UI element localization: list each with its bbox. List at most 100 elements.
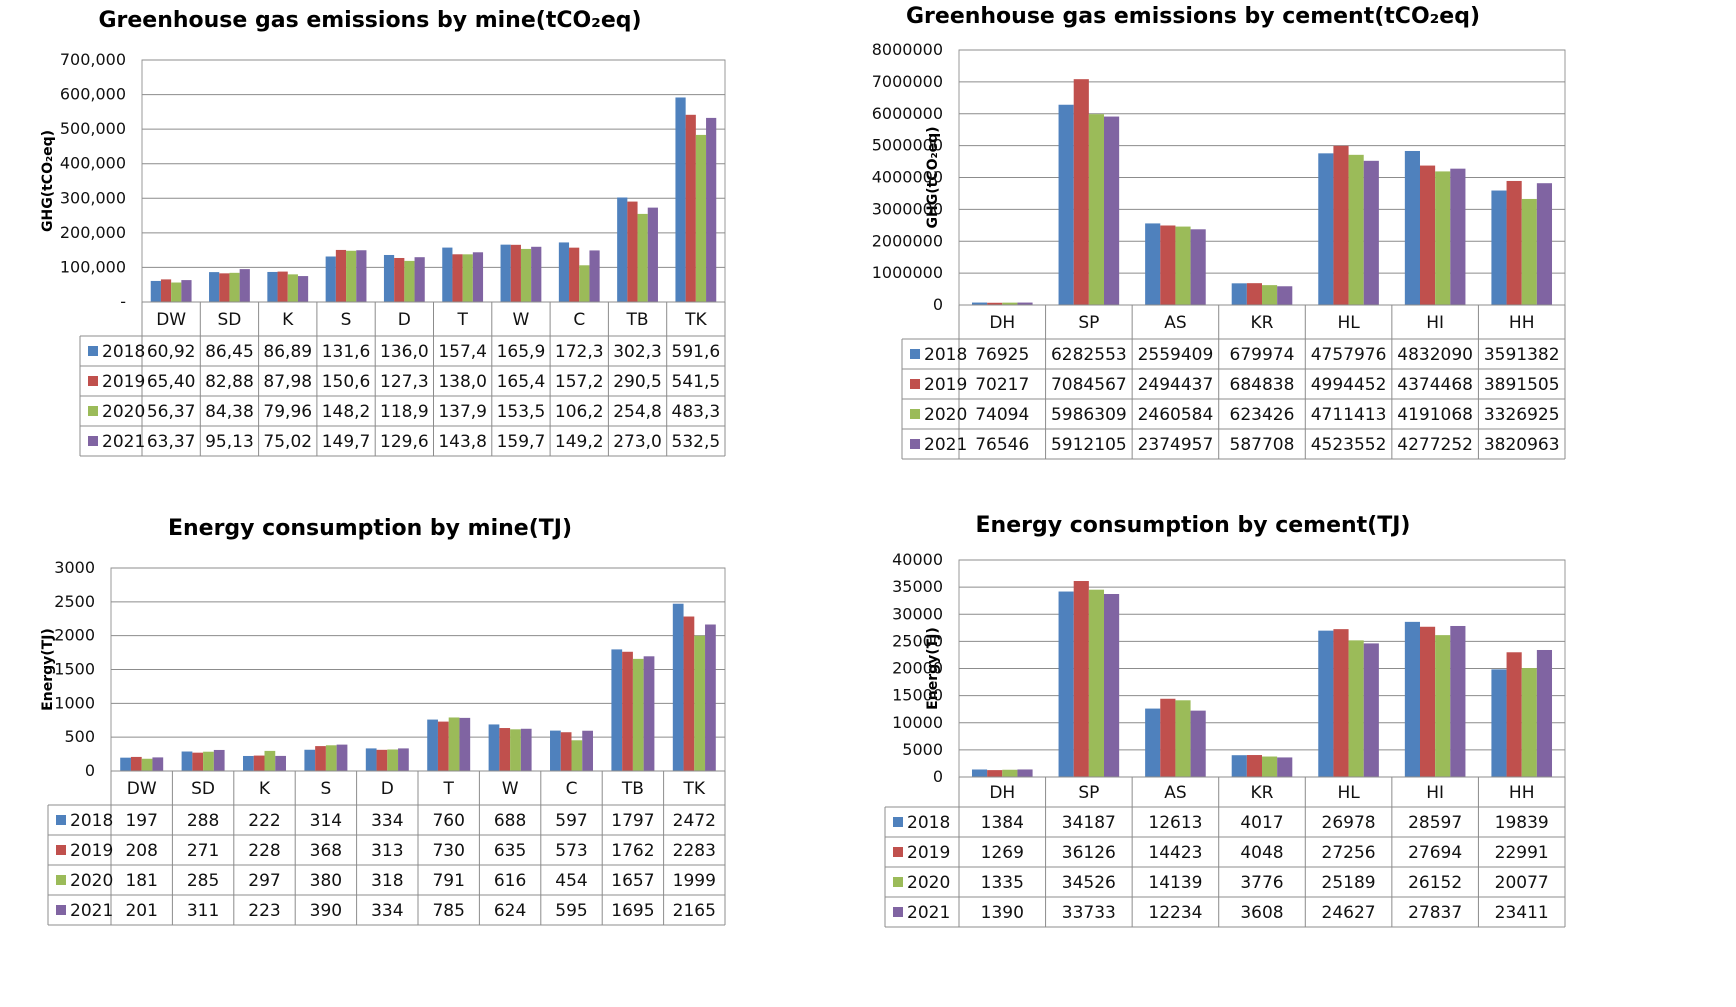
bar-2019-DW	[130, 756, 142, 771]
y-tick-label: 500,000	[60, 119, 126, 138]
data-label: 1999	[673, 871, 716, 891]
data-label: 84,38	[205, 402, 254, 422]
bar-2018-DH	[971, 302, 988, 305]
x-category-label: DW	[127, 779, 157, 799]
data-label: 1335	[981, 873, 1024, 893]
data-label: 150,6	[322, 372, 371, 392]
bar-2019-SP	[1073, 581, 1089, 777]
y-axis-label: GHG(tCO₂eq)	[925, 126, 941, 228]
bar-2020-HL	[1348, 640, 1364, 777]
bar-2021-DH	[1017, 769, 1033, 777]
legend-swatch-2019	[56, 845, 66, 855]
data-label: 297	[248, 871, 280, 891]
legend-swatch-2018	[56, 815, 66, 825]
data-label: 36126	[1062, 843, 1116, 863]
y-tick-label: 15000	[892, 686, 943, 705]
data-label: 208	[125, 841, 157, 861]
data-label: 76546	[975, 435, 1029, 455]
y-tick-label: 1000	[54, 693, 95, 712]
data-label: 2283	[673, 841, 716, 861]
bar-2021-HH	[1536, 183, 1553, 305]
legend-swatch-2021	[893, 907, 903, 917]
data-label: 19839	[1495, 813, 1549, 833]
data-label: 33733	[1062, 903, 1116, 923]
bar-2021-SD	[239, 269, 250, 302]
x-category-label: HI	[1426, 313, 1444, 333]
legend-swatch-2021	[910, 439, 920, 449]
energy-by-mine-chart: Energy consumption by mine(TJ) Energy(TJ)…	[20, 516, 820, 1007]
data-label: 228	[248, 841, 280, 861]
bar-2019-HI	[1419, 165, 1436, 305]
bar-2018-W	[488, 724, 500, 771]
y-tick-label: 2000000	[872, 231, 943, 250]
x-category-label: HH	[1509, 313, 1535, 333]
bar-2021-DH	[1017, 302, 1033, 305]
bar-2021-HH	[1536, 649, 1553, 777]
legend-swatch-2018	[88, 346, 98, 356]
data-label: 3326925	[1484, 405, 1560, 425]
data-label: 3776	[1240, 873, 1283, 893]
bar-2020-HH	[1521, 668, 1537, 777]
bar-2018-T	[442, 247, 453, 302]
legend-label-2021: 2021	[924, 435, 967, 455]
bar-2020-C	[579, 265, 590, 302]
data-label: 2559409	[1138, 345, 1214, 365]
data-label: 4523552	[1311, 435, 1387, 455]
bar-2021-TK	[706, 117, 717, 303]
data-label: 23411	[1495, 903, 1549, 923]
bar-2020-TB	[632, 658, 644, 771]
data-label: 28597	[1408, 813, 1462, 833]
bar-2018-SD	[181, 751, 193, 771]
data-label: 197	[125, 811, 157, 831]
data-label: 165,4	[497, 372, 546, 392]
bar-2018-HH	[1491, 669, 1507, 777]
x-category-label: K	[282, 310, 294, 330]
bar-2019-C	[569, 247, 580, 302]
y-tick-label: 1500	[54, 660, 95, 679]
chart-title: Energy consumption by mine(TJ)	[168, 516, 572, 541]
x-category-label: DH	[989, 313, 1015, 333]
bar-2018-TB	[611, 649, 623, 771]
data-label: 483,3	[672, 402, 721, 422]
data-label: 127,3	[380, 372, 429, 392]
bar-2019-D	[394, 257, 405, 302]
data-label: 1390	[981, 903, 1024, 923]
data-label: 3608	[1240, 903, 1283, 923]
bar-2020-W	[520, 248, 532, 302]
data-label: 5986309	[1051, 405, 1127, 425]
data-label: 223	[248, 901, 280, 921]
ghg-by-cement-chart: Greenhouse gas emissions by cement(tCO₂e…	[872, 0, 1735, 510]
bar-2020-S	[325, 745, 337, 771]
bar-2019-S	[335, 249, 347, 302]
bar-2020-AS	[1175, 700, 1191, 777]
bar-2018-T	[427, 719, 438, 771]
legend-label-2020: 2020	[907, 873, 950, 893]
data-label: 65,40	[147, 372, 196, 392]
bar-2018-HI	[1404, 150, 1420, 305]
legend-label-2019: 2019	[102, 372, 145, 392]
legend-swatch-2018	[910, 349, 920, 359]
bar-2018-HH	[1491, 190, 1507, 305]
legend-label-2019: 2019	[924, 375, 967, 395]
x-category-label: TK	[683, 779, 706, 799]
data-label: 79,96	[263, 402, 312, 422]
bar-2020-TB	[637, 213, 648, 302]
bar-2020-DW	[141, 758, 153, 771]
bar-2018-D	[365, 748, 377, 771]
data-label: 87,98	[263, 372, 312, 392]
data-label: 129,6	[380, 432, 429, 452]
bar-2019-C	[560, 732, 572, 771]
y-tick-label: -	[120, 292, 126, 311]
legend-swatch-2019	[910, 379, 920, 389]
bar-2021-HL	[1363, 643, 1379, 777]
x-category-label: SP	[1078, 783, 1099, 803]
bar-2020-S	[346, 250, 357, 302]
data-label: 181	[125, 871, 157, 891]
bar-2018-HI	[1404, 621, 1420, 777]
data-label: 34526	[1062, 873, 1116, 893]
data-label: 153,5	[497, 402, 546, 422]
data-label: 679974	[1230, 345, 1295, 365]
data-label: 760	[432, 811, 464, 831]
x-category-label: DW	[156, 310, 186, 330]
bar-2019-TB	[627, 201, 638, 302]
